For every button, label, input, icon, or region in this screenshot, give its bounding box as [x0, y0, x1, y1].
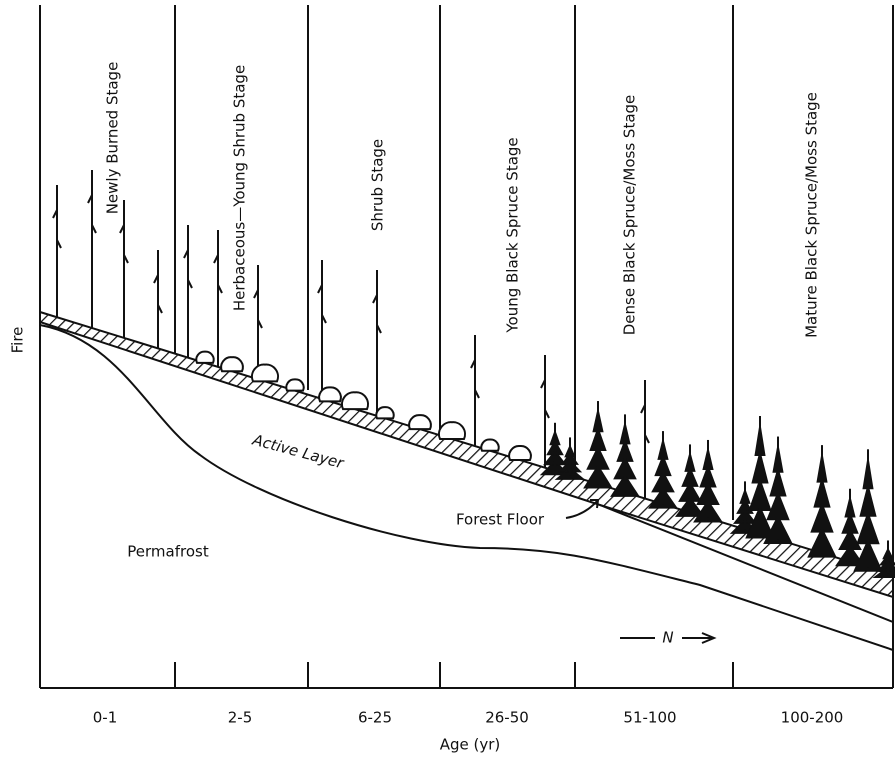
stage-label: Mature Black Spruce/Moss Stage [803, 92, 821, 338]
x-axis-title: Age (yr) [440, 736, 501, 754]
side-label: Fire [9, 327, 27, 354]
shrub [437, 421, 467, 441]
north-label: N [662, 629, 673, 647]
stage-label: Newly Burned Stage [104, 62, 122, 215]
vegetation [52, 170, 895, 578]
snag [470, 335, 480, 447]
age-label: 6-25 [358, 709, 392, 727]
snag [540, 355, 550, 468]
stage-label: Shrub Stage [369, 139, 387, 231]
forest-floor-arrow [565, 499, 600, 519]
age-label: 26-50 [485, 709, 529, 727]
snag [87, 170, 97, 329]
shrub [508, 444, 532, 461]
permafrost-table [39, 324, 894, 651]
baseline [40, 662, 893, 689]
shrub [250, 363, 280, 383]
permafrost-label: Permafrost [127, 543, 209, 561]
active-layer-label: Active Layer [250, 430, 347, 472]
snag [52, 185, 62, 318]
age-label: 0-1 [93, 709, 118, 727]
snag [119, 200, 129, 338]
stage-label: Dense Black Spruce/Moss Stage [621, 95, 639, 336]
shrub [408, 414, 432, 431]
shrub [375, 406, 395, 420]
shrub [285, 378, 305, 392]
shrub [340, 391, 370, 411]
shrub [318, 386, 342, 403]
stage-label: Young Black Spruce Stage [504, 137, 522, 333]
snag [153, 250, 163, 349]
snag [640, 380, 650, 499]
snag [183, 225, 193, 358]
snag [253, 265, 263, 380]
snag [372, 270, 382, 416]
shrub [220, 356, 244, 373]
age-label: 100-200 [781, 709, 844, 727]
age-label: 51-100 [623, 709, 676, 727]
stage-label: Herbaceous—Young Shrub Stage [231, 65, 249, 311]
north-arrow [620, 632, 717, 644]
lower-line [599, 504, 894, 623]
shrub [480, 438, 500, 452]
shrub [195, 350, 215, 364]
snag [317, 260, 327, 399]
age-label: 2-5 [228, 709, 253, 727]
snag [213, 230, 223, 367]
stage-dividers [39, 5, 894, 688]
forest-floor-label: Forest Floor [456, 511, 545, 529]
